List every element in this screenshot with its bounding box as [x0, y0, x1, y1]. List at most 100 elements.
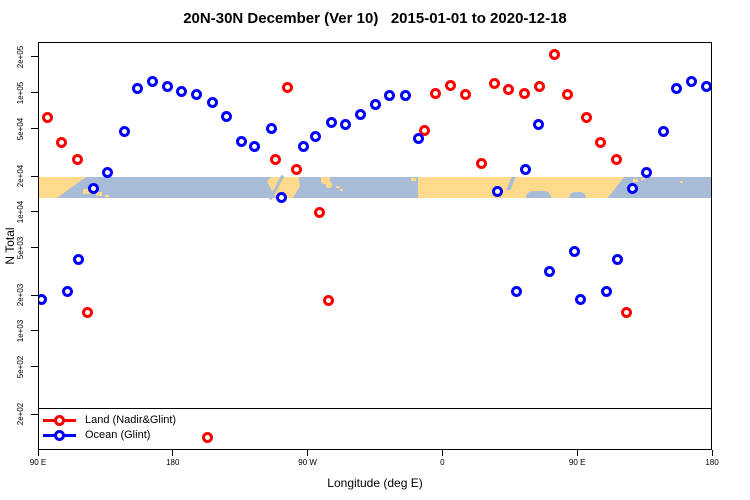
legend-sample-ocean [43, 430, 76, 441]
land-point [503, 84, 515, 96]
plot-area: Land (Nadir&Glint) Ocean (Glint) [38, 42, 712, 450]
y-axis-tick [31, 211, 38, 213]
land-point [202, 431, 214, 443]
land-point [444, 80, 456, 92]
ocean-point [309, 130, 321, 142]
ocean-point [641, 166, 653, 178]
y-axis-tick [31, 247, 38, 249]
map-land-island-speck [105, 195, 109, 197]
y-axis-title: N Total [3, 227, 17, 265]
land-point [55, 137, 67, 148]
map-land-island-speck [411, 178, 416, 181]
land-point [475, 157, 487, 169]
land-point [42, 112, 54, 124]
y-axis-tick [31, 413, 38, 415]
x-axis-tick-label: 0 [440, 458, 445, 467]
map-band [39, 174, 711, 201]
ocean-point [132, 83, 144, 95]
ocean-point [190, 89, 202, 101]
y-axis-tick-label: 5e+02 [16, 355, 25, 378]
map-land-island-speck [336, 186, 340, 188]
ocean-point [339, 119, 351, 131]
ocean-point [175, 85, 187, 97]
map-land-florida [326, 182, 332, 188]
x-axis-tick [576, 450, 578, 456]
x-axis-title: Longitude (deg E) [327, 476, 423, 490]
ocean-point [383, 90, 395, 102]
x-axis-tick-label: 90 W [298, 458, 317, 467]
land-point [561, 89, 573, 101]
x-axis-tick [441, 450, 443, 456]
land-point [290, 164, 302, 176]
legend-item-land: Land (Nadir&Glint) [43, 413, 176, 428]
x-axis-tick-label: 180 [705, 458, 719, 467]
ocean-point [533, 119, 545, 131]
land-point [72, 154, 84, 166]
y-axis-tick [31, 366, 38, 368]
y-axis-tick-label: 1e+05 [16, 81, 25, 105]
y-axis-tick-label: 2e+04 [16, 164, 25, 188]
ocean-point [276, 191, 288, 203]
ocean-point [61, 285, 73, 297]
land-point [549, 49, 560, 61]
ocean-point [492, 186, 504, 198]
ocean-point [248, 141, 260, 153]
y-axis-tick [31, 330, 38, 332]
ocean-point [413, 133, 425, 145]
ocean-point [88, 183, 100, 195]
y-axis-tick-label: 1e+03 [16, 319, 25, 343]
land-point [430, 88, 441, 100]
land-point [459, 89, 471, 101]
map-land-island-speck [96, 192, 102, 196]
ocean-point [206, 96, 218, 108]
y-axis-tick-label: 5e+04 [16, 117, 25, 140]
y-axis-tick-label: 2e+02 [16, 402, 25, 426]
ocean-point [265, 123, 277, 135]
map-land-africa-asia [418, 177, 624, 198]
map-land-island-speck [340, 189, 343, 191]
land-point [518, 88, 530, 100]
chart-title: 20N-30N December (Ver 10) 2015-01-01 to … [183, 10, 567, 27]
ocean-point [298, 141, 310, 153]
legend-label-land: Land (Nadir&Glint) [85, 414, 177, 426]
land-point [611, 154, 623, 166]
x-axis-tick-label: 90 E [29, 458, 47, 467]
y-axis-tick-label: 5e+03 [16, 236, 25, 259]
ocean-point [611, 253, 623, 265]
ocean-point [325, 117, 337, 129]
legend-separator-line [39, 408, 711, 409]
legend: Land (Nadir&Glint) Ocean (Glint) [43, 413, 176, 443]
land-point [81, 306, 93, 318]
ocean-point [354, 109, 366, 120]
x-axis-tick [37, 450, 39, 456]
map-sea-persian-gulf [526, 191, 551, 198]
ocean-point [671, 83, 683, 95]
map-land-island-speck [680, 181, 683, 183]
ocean-point [600, 285, 612, 297]
land-point [281, 82, 293, 93]
ocean-point [369, 99, 381, 111]
ocean-point [118, 126, 130, 138]
ocean-point [221, 110, 233, 122]
map-land-asia [39, 177, 86, 198]
land-point [418, 125, 430, 137]
ocean-marker-icon [54, 430, 65, 441]
legend-sample-land [43, 415, 76, 426]
ocean-point [569, 246, 580, 258]
land-point [533, 80, 545, 92]
x-axis-tick [172, 450, 174, 456]
ocean-point [575, 294, 587, 306]
land-point [270, 154, 282, 166]
ocean-point [236, 135, 248, 147]
land-point [322, 294, 334, 306]
legend-label-ocean: Ocean (Glint) [85, 429, 151, 441]
y-axis-tick [31, 128, 38, 130]
ocean-point [700, 81, 711, 93]
y-axis-tick-label: 2e+03 [16, 283, 25, 307]
legend-item-ocean: Ocean (Glint) [43, 428, 176, 443]
ocean-point [147, 75, 159, 87]
y-axis-tick [31, 56, 38, 58]
map-land-island-speck [633, 179, 638, 182]
ocean-point [510, 285, 522, 297]
